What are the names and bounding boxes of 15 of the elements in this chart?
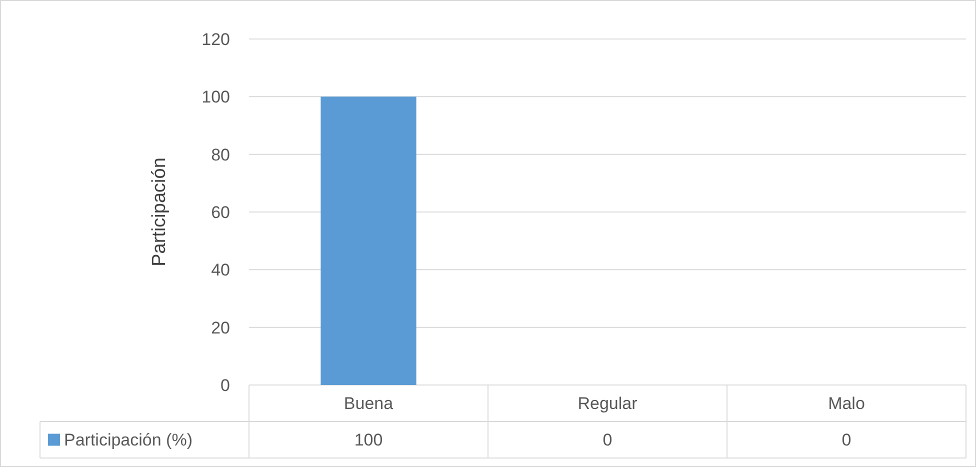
x-tick-label: Buena bbox=[344, 394, 394, 414]
y-axis-title: Participación bbox=[149, 158, 170, 266]
y-tick-label: 80 bbox=[211, 145, 230, 164]
legend-label: Participación (%) bbox=[64, 430, 192, 450]
y-tick-label: 100 bbox=[202, 88, 230, 107]
data-label: 0 bbox=[842, 430, 852, 450]
y-tick-label: 120 bbox=[202, 30, 230, 49]
data-label: 0 bbox=[602, 430, 612, 450]
data-label: 100 bbox=[354, 430, 383, 450]
x-tick-label: Regular bbox=[578, 394, 638, 414]
y-tick-label: 0 bbox=[220, 376, 230, 395]
y-tick-label: 40 bbox=[211, 260, 230, 280]
x-tick-label: Malo bbox=[828, 394, 865, 414]
y-tick-label: 20 bbox=[211, 318, 230, 338]
y-tick-label: 60 bbox=[211, 202, 230, 222]
